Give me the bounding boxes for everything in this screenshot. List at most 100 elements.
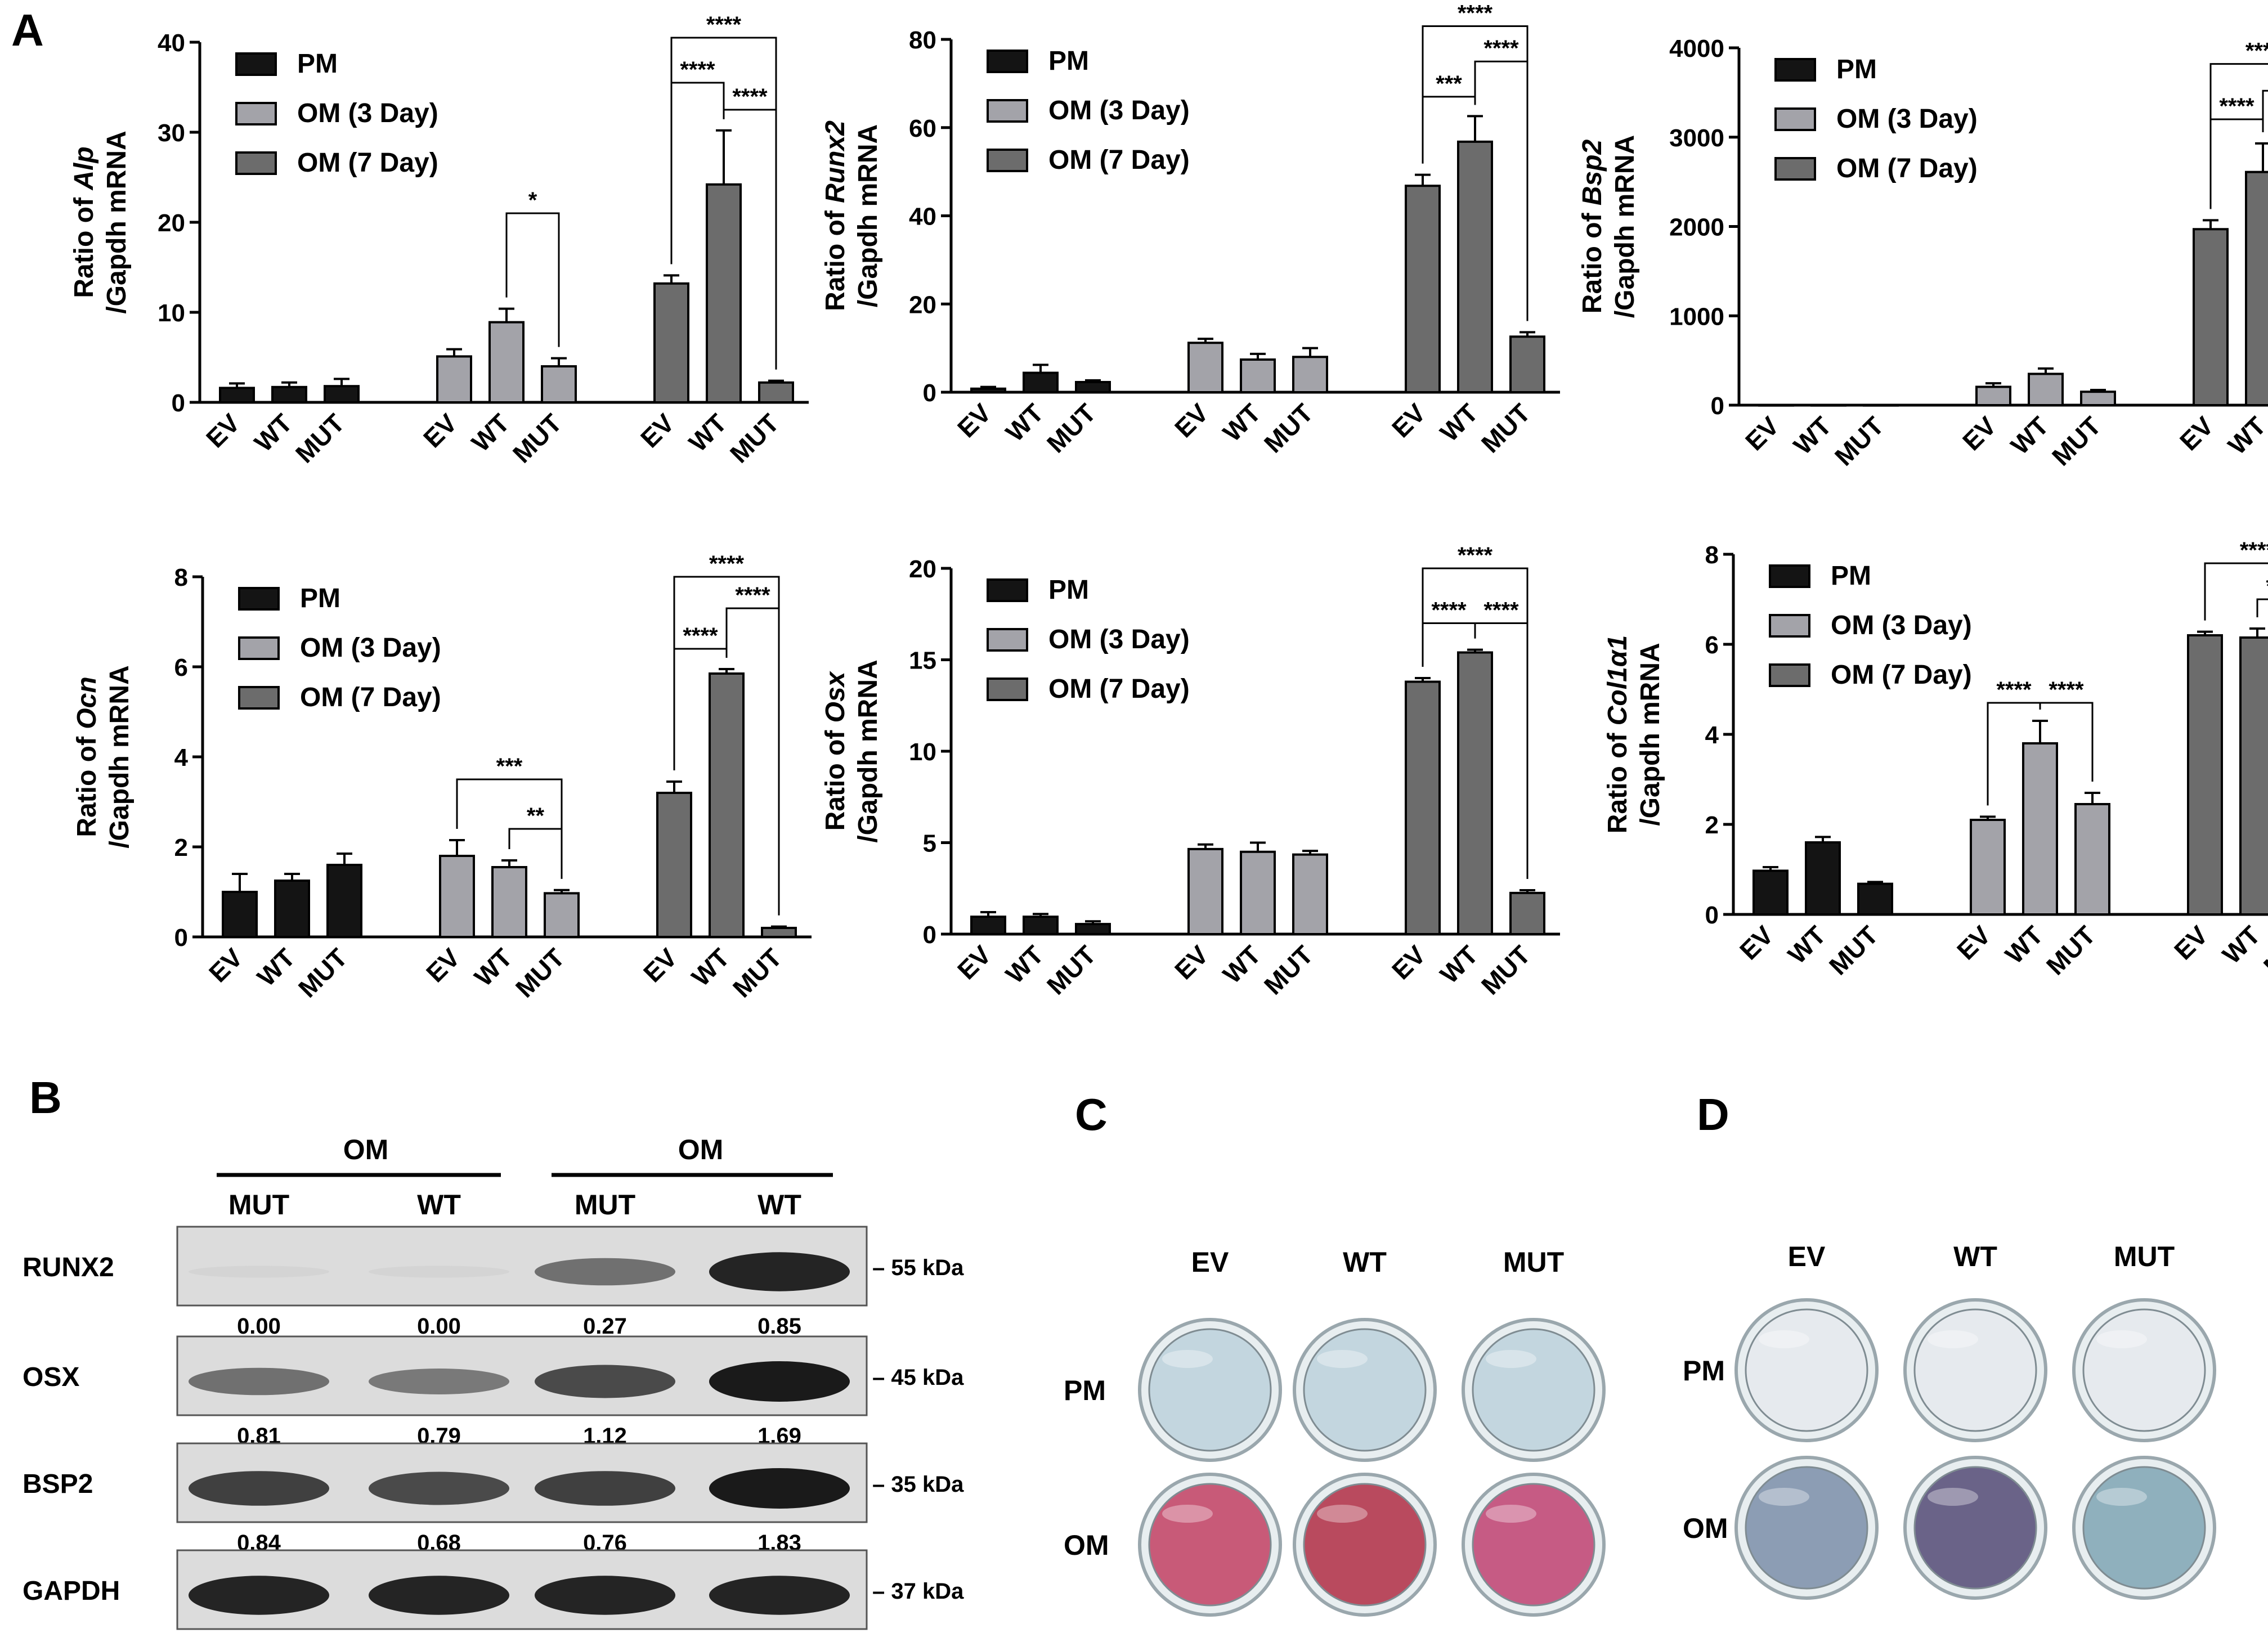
significance-label: *** [496, 754, 523, 779]
bar [1509, 891, 1545, 935]
legend-label: PM [297, 49, 338, 79]
x-tick-label: EV [2174, 411, 2219, 456]
y-axis-label-line2: /Gapdh mRNA [1635, 643, 1665, 826]
blot-band [369, 1576, 509, 1615]
blot-kda-label: – 37 kDa [872, 1579, 964, 1604]
western-blot-panel-b: OM OM MUT WT MUT WT RUNX2 – 55 kDa 0.00 0.00 0.27 0… [23, 1134, 964, 1630]
bar [1023, 371, 1059, 394]
blot-band [189, 1367, 329, 1396]
bar [324, 385, 360, 404]
x-tick-label: EV [418, 408, 463, 453]
bar [326, 864, 362, 938]
bar [2193, 228, 2229, 406]
blot-band [535, 1365, 675, 1398]
stain-c-dish-highlight [1162, 1505, 1213, 1523]
stain-d-column-label: WT [1953, 1241, 1997, 1272]
y-tick-label: 15 [909, 647, 936, 675]
legend-swatch [238, 587, 280, 611]
blot-band [709, 1361, 850, 1402]
x-tick-label: MUT [1823, 920, 1884, 980]
legend-label: OM (3 Day) [300, 633, 441, 663]
legend-label: OM (7 Day) [297, 148, 438, 178]
stain-d-dish-highlight [2096, 1488, 2147, 1506]
significance-label: **** [2219, 94, 2254, 119]
bar [1752, 869, 1789, 916]
stain-c-dish [1472, 1328, 1595, 1452]
y-tick-label: 20 [909, 291, 936, 318]
x-tick-label: EV [1386, 940, 1431, 985]
significance-label: ** [527, 804, 545, 828]
x-tick-label: WT [1788, 411, 1837, 460]
x-tick-label: EV [1740, 411, 1785, 456]
blot-kda-label: – 35 kDa [872, 1472, 964, 1497]
legend-label: PM [1836, 55, 1877, 84]
significance-bracket [2204, 562, 2268, 621]
x-tick-label: MUT [2263, 411, 2268, 471]
significance-bracket [673, 576, 780, 916]
y-tick-label: 40 [909, 203, 936, 231]
legend-label: OM (7 Day) [1831, 660, 1972, 690]
y-tick-label: 3000 [1669, 124, 1724, 152]
legend-swatch [1774, 157, 1816, 181]
legend-swatch [1769, 614, 1810, 638]
bar [1187, 342, 1223, 393]
bar [1970, 819, 2006, 916]
significance-label: **** [1996, 678, 2032, 702]
significance-label: * [528, 188, 537, 213]
y-tick-label: 5 [923, 830, 936, 858]
y-axis-label-line2: /Gapdh mRNA [1610, 135, 1640, 318]
y-tick-label: 40 [158, 29, 185, 57]
x-tick-label: WT [1217, 940, 1266, 989]
bar [2245, 171, 2268, 406]
stain-d-row-label: OM [1683, 1513, 1728, 1544]
y-tick-label: 1000 [1669, 303, 1724, 330]
blot-protein-label: BSP2 [23, 1469, 93, 1499]
bar [439, 855, 475, 938]
blot-quant-label: 0.27 [583, 1314, 627, 1339]
bar [1240, 358, 1276, 394]
legend-label: OM (3 Day) [1836, 104, 1978, 134]
blot-protein-label: OSX [23, 1362, 79, 1392]
y-axis-label-line2: /Gapdh mRNA [853, 660, 883, 842]
blot-band [535, 1471, 675, 1506]
significance-bracket [1422, 567, 1529, 879]
bar [2239, 636, 2268, 916]
panel-letter-b: B [29, 1073, 62, 1123]
x-tick-label: MUT [1258, 398, 1319, 458]
y-axis-label-line2: /Gapdh mRNA [102, 131, 132, 313]
significance-label: *** [1436, 71, 1462, 96]
stain-d-dish [1745, 1466, 1868, 1590]
x-tick-label: WT [249, 408, 298, 457]
x-tick-label: MUT [1476, 398, 1536, 458]
y-axis-label-line1: Ratio of Bsp2 [1577, 140, 1607, 314]
x-tick-label: WT [1000, 940, 1049, 989]
legend-label: OM (7 Day) [300, 683, 441, 712]
y-tick-label: 4 [174, 744, 189, 771]
stain-c-row-label: OM [1064, 1529, 1109, 1561]
y-axis-label-line2: /Gapdh mRNA [853, 124, 883, 307]
blot-group-label: OM [343, 1134, 389, 1165]
bar [541, 365, 577, 403]
y-tick-label: 8 [1705, 541, 1719, 569]
bar [222, 891, 258, 938]
y-axis-label-gene: Runx2 [821, 120, 850, 203]
legend-label: OM (7 Day) [1048, 145, 1190, 175]
blot-group-label: OM [678, 1134, 724, 1165]
bar [544, 892, 580, 939]
x-tick-label: WT [2217, 920, 2266, 969]
stain-d-dish [1913, 1466, 2037, 1590]
bar [1187, 847, 1223, 935]
bar [271, 385, 307, 403]
x-tick-label: MUT [1041, 940, 1101, 1000]
stain-d-dish-highlight [1759, 1330, 1809, 1348]
significance-label: **** [2245, 39, 2268, 64]
stain-d-dish-highlight [2096, 1330, 2147, 1348]
stain-c-column-label: MUT [1503, 1246, 1564, 1278]
legend-label: OM (3 Day) [1048, 625, 1190, 654]
x-tick-label: MUT [510, 943, 570, 1003]
blot-band [709, 1252, 850, 1291]
stain-d-dish [2082, 1466, 2206, 1590]
x-tick-label: MUT [2046, 411, 2106, 471]
x-tick-label: WT [1217, 398, 1266, 447]
x-tick-label: MUT [1476, 940, 1536, 1000]
